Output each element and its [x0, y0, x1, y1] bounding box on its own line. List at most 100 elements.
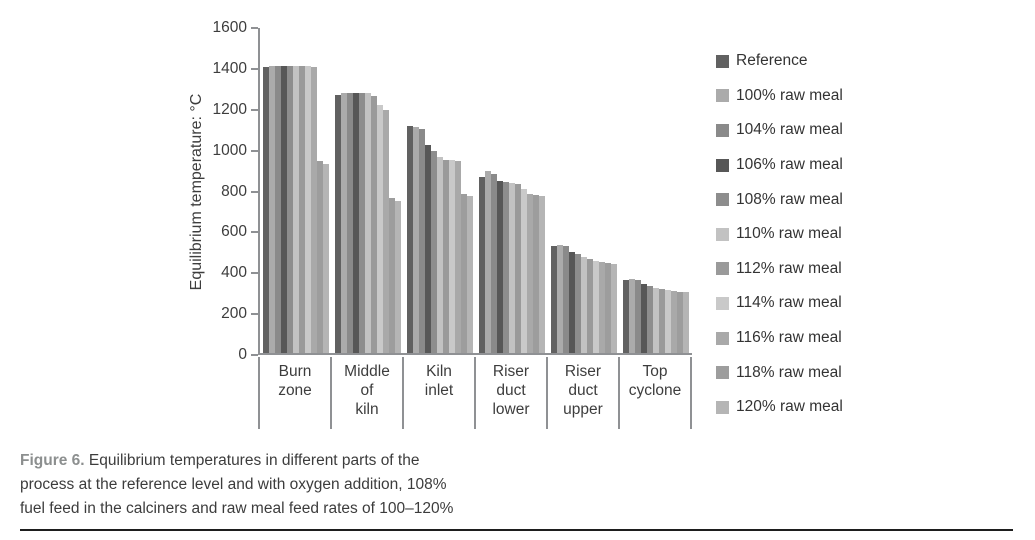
bar-114-raw-meal-riser-duct-upper: [593, 261, 599, 353]
x-category-label-line: duct: [568, 382, 598, 399]
bar-106-raw-meal-middle-of-kiln: [353, 93, 359, 353]
legend-swatch-icon: [716, 158, 729, 172]
bar-reference-kiln-inlet: [407, 126, 413, 353]
legend-item-104-raw-meal: 104% raw meal: [716, 113, 843, 148]
bar-100-raw-meal-burn-zone: [269, 65, 275, 353]
legend-label: 116% raw meal: [736, 329, 842, 347]
bar-group-kiln-inlet: [404, 28, 476, 353]
legend-item-120-raw-meal: 120% raw meal: [716, 390, 843, 425]
legend-label: 110% raw meal: [736, 225, 842, 243]
bar-108-raw-meal-riser-duct-lower: [503, 182, 509, 353]
y-tick-label: 1000: [212, 141, 247, 159]
x-category-label-line: Riser: [564, 363, 602, 380]
bar-reference-riser-duct-upper: [551, 245, 557, 353]
bar-reference-burn-zone: [263, 66, 269, 353]
y-tick-mark: [251, 27, 258, 29]
bar-120-raw-meal-burn-zone: [323, 164, 329, 353]
legend-swatch-icon: [716, 193, 729, 207]
y-tick-label: 1200: [212, 100, 247, 118]
bar-118-raw-meal-middle-of-kiln: [389, 197, 395, 353]
bar-100-raw-meal-middle-of-kiln: [341, 93, 347, 353]
y-tick-mark: [251, 231, 258, 234]
y-tick-label: 1400: [212, 59, 247, 77]
y-tick-label: 400: [221, 264, 247, 282]
legend-item-114-raw-meal: 114% raw meal: [716, 286, 843, 321]
bar-110-raw-meal-top-cyclone: [653, 287, 659, 353]
y-tick-mark: [251, 149, 258, 152]
x-category-label-line: Top: [642, 363, 668, 380]
x-category-label-line: inlet: [424, 382, 454, 399]
equilibrium-temperature-bar-chart: Equilibrium temperature: °C 0 200 400 600 80…: [188, 19, 843, 429]
bar-110-raw-meal-kiln-inlet: [437, 156, 443, 353]
legend-swatch-icon: [716, 89, 729, 103]
x-category-label-middle-of-kiln: Middle of kiln: [330, 357, 402, 429]
bar-group-top-cyclone: [620, 28, 692, 353]
y-tick-label: 800: [221, 182, 247, 200]
x-axis-category-labels: Burn zone Middle of kiln Kiln inlet Riser duct lo…: [258, 357, 692, 429]
y-tick-mark: [251, 67, 258, 70]
bar-100-raw-meal-kiln-inlet: [413, 127, 419, 353]
x-category-label-kiln-inlet: Kiln inlet: [402, 357, 474, 429]
legend-label: 114% raw meal: [736, 294, 842, 312]
y-tick-mark: [251, 354, 258, 356]
bar-120-raw-meal-riser-duct-lower: [539, 195, 545, 353]
x-category-label-line: duct: [496, 382, 526, 399]
bar-110-raw-meal-burn-zone: [293, 65, 299, 353]
bar-104-raw-meal-middle-of-kiln: [347, 93, 353, 353]
bar-118-raw-meal-kiln-inlet: [461, 193, 467, 353]
bottom-rule-divider: [20, 529, 1013, 531]
legend-label: 106% raw meal: [736, 156, 843, 174]
x-category-label-line: Burn: [278, 363, 312, 380]
bar-112-raw-meal-riser-duct-upper: [587, 259, 593, 353]
legend-swatch-icon: [716, 366, 729, 380]
bar-110-raw-meal-riser-duct-lower: [509, 183, 515, 353]
x-category-label-riser-duct-upper: Riser duct upper: [546, 357, 618, 429]
caption-text: Equilibrium temperatures in different pa…: [20, 452, 454, 517]
legend-item-108-raw-meal: 108% raw meal: [716, 182, 843, 217]
bar-118-raw-meal-top-cyclone: [677, 291, 683, 353]
bar-112-raw-meal-middle-of-kiln: [371, 95, 377, 353]
y-tick-label: 600: [221, 223, 247, 241]
legend-swatch-icon: [716, 227, 729, 241]
legend-swatch-icon: [716, 123, 729, 137]
x-category-label-line: Kiln: [426, 363, 452, 380]
bar-120-raw-meal-kiln-inlet: [467, 195, 473, 353]
x-category-label-line: upper: [563, 401, 603, 418]
bar-112-raw-meal-kiln-inlet: [443, 159, 449, 353]
bar-110-raw-meal-middle-of-kiln: [365, 93, 371, 353]
bar-reference-middle-of-kiln: [335, 94, 341, 353]
bar-114-raw-meal-top-cyclone: [665, 289, 671, 353]
plot-area: [258, 28, 692, 355]
bar-116-raw-meal-kiln-inlet: [455, 160, 461, 353]
bar-108-raw-meal-burn-zone: [287, 65, 293, 353]
legend-item-116-raw-meal: 116% raw meal: [716, 321, 843, 356]
legend-label: 100% raw meal: [736, 86, 843, 104]
legend-swatch-icon: [716, 331, 729, 345]
legend-label: 120% raw meal: [736, 398, 843, 416]
x-category-label-line: Middle: [344, 363, 390, 380]
bar-114-raw-meal-riser-duct-lower: [521, 188, 527, 353]
bar-reference-top-cyclone: [623, 280, 629, 353]
figure-caption: Figure 6. Equilibrium temperatures in di…: [20, 449, 472, 521]
x-category-label-top-cyclone: Top cyclone: [618, 357, 692, 429]
bar-116-raw-meal-top-cyclone: [671, 290, 677, 353]
legend-item-reference: Reference: [716, 44, 843, 79]
y-tick-label: 1600: [212, 19, 247, 36]
bar-reference-riser-duct-lower: [479, 177, 485, 353]
y-tick-mark: [251, 108, 258, 111]
x-category-label-line: zone: [278, 382, 312, 399]
legend-item-106-raw-meal: 106% raw meal: [716, 148, 843, 183]
bar-118-raw-meal-riser-duct-lower: [533, 194, 539, 353]
chart-legend: Reference 100% raw meal 104% raw meal 106% …: [716, 44, 843, 425]
bar-106-raw-meal-riser-duct-upper: [569, 251, 575, 353]
x-category-label-line: lower: [492, 401, 530, 418]
y-tick-mark: [251, 272, 258, 275]
bar-group-riser-duct-upper: [548, 28, 620, 353]
bar-120-raw-meal-riser-duct-upper: [611, 264, 617, 353]
legend-item-118-raw-meal: 118% raw meal: [716, 355, 843, 390]
x-category-label-line: of: [360, 382, 374, 399]
bar-116-raw-meal-riser-duct-lower: [527, 193, 533, 353]
y-tick-mark: [251, 313, 258, 316]
bar-104-raw-meal-riser-duct-upper: [563, 245, 569, 353]
